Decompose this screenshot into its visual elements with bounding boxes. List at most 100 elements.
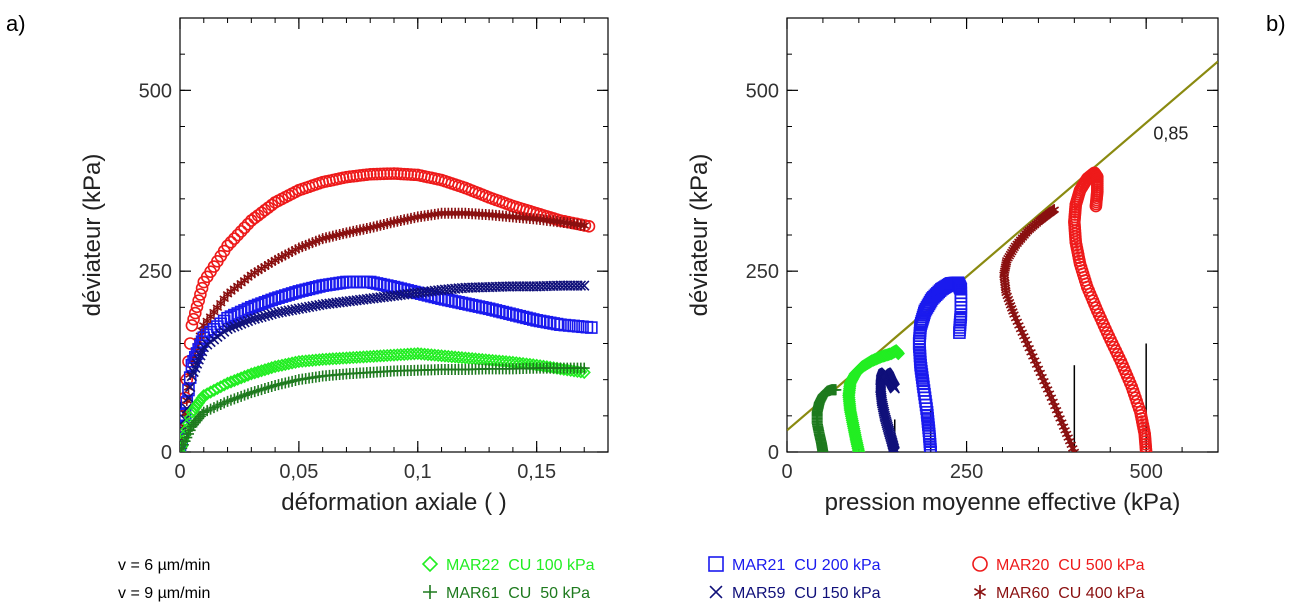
data-point <box>954 297 968 311</box>
data-point <box>520 311 533 325</box>
data-point <box>374 167 387 181</box>
data-point <box>262 294 275 308</box>
series-mar21 <box>180 275 598 452</box>
data-point <box>254 364 269 378</box>
data-point <box>268 360 282 374</box>
data-point <box>292 354 306 369</box>
data-point <box>252 312 264 324</box>
data-point <box>879 410 890 422</box>
data-point <box>228 232 241 245</box>
legend-symbol-mar60 <box>973 585 987 599</box>
series-mar22 <box>842 344 905 452</box>
data-point <box>222 323 233 335</box>
data-point <box>516 310 530 324</box>
data-point <box>1089 199 1103 213</box>
data-point <box>258 363 272 377</box>
x-tick-label: 0,15 <box>517 461 556 483</box>
data-point <box>496 305 509 319</box>
legend-symbol-mar61 <box>423 585 437 599</box>
data-point <box>878 406 890 417</box>
data-point <box>258 296 272 309</box>
data-point <box>295 284 309 297</box>
chart-panel-b: 0 250 500 0 250 500 pression moyenne effective… <box>686 17 1219 516</box>
data-point <box>241 217 255 231</box>
data-point <box>278 357 292 372</box>
data-point <box>188 306 202 320</box>
data-point <box>891 346 905 361</box>
data-point <box>486 303 499 316</box>
data-point <box>878 404 889 415</box>
data-point <box>248 299 262 313</box>
data-point <box>251 365 265 379</box>
data-point <box>499 306 513 320</box>
data-point <box>242 315 254 327</box>
data-point <box>306 281 319 295</box>
data-point <box>289 286 302 299</box>
data-point <box>221 239 234 253</box>
data-point <box>305 353 320 367</box>
series-mar61 <box>180 362 590 452</box>
data-point <box>503 307 516 321</box>
data-point <box>353 275 367 289</box>
data-point <box>220 376 235 390</box>
data-point <box>227 373 241 388</box>
data-point <box>377 167 391 181</box>
data-point <box>187 312 200 326</box>
data-point <box>192 294 205 307</box>
data-point <box>357 275 370 289</box>
critical-line-slope-label: 0,85 <box>1153 124 1188 144</box>
series-mar20 <box>1068 166 1153 452</box>
data-point <box>232 319 243 331</box>
data-point <box>235 318 247 329</box>
x-axis-label: pression moyenne effective (kPa) <box>825 489 1181 516</box>
data-point <box>299 354 313 368</box>
data-point <box>312 280 326 293</box>
data-point <box>246 314 257 325</box>
legend-speed-row-2: v = 9 µm/min <box>118 585 210 602</box>
data-point <box>523 312 537 326</box>
chart-panel-a: 0 0,05 0,1 0,15 0 250 500 déformation axiale ( … <box>79 17 609 516</box>
y-axis-label: déviateur (kPa) <box>686 154 713 317</box>
data-point <box>282 288 295 301</box>
y-tick-label: 250 <box>139 261 172 283</box>
legend-symbol-mar22 <box>421 555 439 573</box>
data-point <box>231 372 245 386</box>
legend-symbol-mar59 <box>709 585 723 599</box>
series-mar60 <box>999 204 1080 452</box>
y-tick-label: 250 <box>746 261 779 283</box>
series-mar20 <box>180 167 596 452</box>
y-axis-label: déviateur (kPa) <box>79 154 106 317</box>
x-tick-label: 0 <box>174 461 185 483</box>
x-tick-label: 0 <box>781 461 792 483</box>
data-point <box>195 281 209 295</box>
data-point <box>265 361 279 375</box>
series-mar60 <box>180 207 590 452</box>
data-point <box>830 384 842 396</box>
x-tick-label: 500 <box>1129 461 1162 483</box>
data-point <box>360 275 374 289</box>
series-mar21 <box>912 276 968 452</box>
data-point <box>513 309 526 323</box>
data-point <box>579 220 590 232</box>
data-point <box>229 321 240 332</box>
x-tick-label: 0,05 <box>279 461 318 483</box>
data-point <box>268 292 282 305</box>
plot-area <box>787 60 1218 452</box>
data-point <box>194 288 207 301</box>
data-point <box>271 359 286 373</box>
data-point <box>380 167 394 181</box>
y-tick-label: 500 <box>746 80 779 102</box>
data-point <box>578 280 590 291</box>
data-point <box>309 353 323 367</box>
data-point <box>241 368 255 382</box>
legend-symbol-mar21 <box>708 556 724 572</box>
data-point <box>248 366 262 380</box>
y-tick-label: 0 <box>768 442 779 464</box>
legend-speed-row-1: v = 6 µm/min <box>118 557 210 574</box>
data-point <box>225 322 237 333</box>
series-mar59 <box>875 367 900 452</box>
data-point <box>367 167 380 181</box>
x-tick-label: 0,1 <box>404 461 432 483</box>
legend-label-mar59: MAR59 CU 150 kPa <box>732 585 881 602</box>
